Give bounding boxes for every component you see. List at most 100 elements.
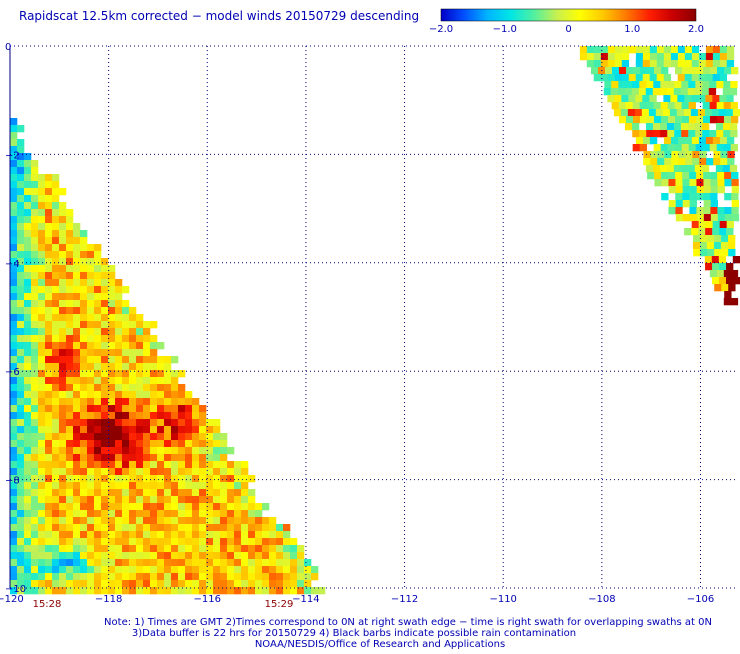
wind-diff-cell: [38, 517, 46, 525]
wind-diff-cell: [710, 214, 719, 222]
wind-diff-cell: [108, 391, 116, 399]
wind-diff-cell: [45, 433, 53, 441]
y-tick-label: −4: [5, 259, 20, 270]
wind-diff-cell: [689, 172, 697, 180]
wind-diff-cell: [670, 95, 678, 103]
wind-diff-cell: [185, 559, 193, 567]
wind-diff-cell: [164, 370, 172, 378]
wind-diff-cell: [248, 510, 256, 518]
wind-diff-cell: [213, 468, 221, 476]
wind-diff-cell: [59, 293, 67, 301]
wind-diff-cell: [80, 356, 88, 364]
wind-diff-cell: [206, 510, 214, 518]
wind-diff-cell: [185, 580, 193, 588]
wind-diff-cell: [262, 587, 270, 595]
wind-diff-cell: [683, 109, 692, 117]
wind-diff-cell: [661, 67, 669, 75]
wind-diff-cell: [94, 384, 102, 392]
wind-diff-cell: [241, 545, 249, 553]
wind-diff-cell: [115, 279, 123, 287]
wind-diff-cell: [122, 552, 130, 560]
wind-diff-cell: [283, 538, 291, 546]
wind-diff-cell: [227, 587, 235, 595]
wind-diff-cell: [10, 146, 18, 154]
wind-diff-cell: [87, 447, 95, 455]
wind-diff-cell: [80, 482, 88, 490]
wind-diff-cell: [10, 286, 18, 294]
wind-diff-cell: [713, 158, 721, 166]
wind-diff-cell: [703, 207, 711, 215]
wind-diff-cell: [73, 475, 81, 483]
wind-diff-cell: [52, 251, 60, 259]
wind-diff-cell: [115, 475, 123, 483]
wind-diff-cell: [115, 587, 123, 595]
wind-diff-cell: [31, 251, 39, 259]
wind-diff-cell: [129, 496, 137, 504]
note-line-2: 3)Data buffer is 22 hrs for 20150729 4) …: [132, 628, 576, 639]
wind-diff-cell: [705, 46, 714, 54]
wind-diff-cell: [625, 81, 633, 89]
wind-diff-cell: [94, 559, 102, 567]
wind-diff-cell: [45, 370, 53, 378]
wind-diff-cell: [52, 356, 60, 364]
wind-diff-cell: [10, 153, 18, 161]
wind-diff-cell: [45, 181, 53, 189]
wind-diff-cell: [87, 370, 95, 378]
wind-diff-cell: [94, 391, 102, 399]
wind-diff-cell: [87, 433, 95, 441]
wind-diff-cell: [674, 102, 682, 110]
wind-diff-cell: [101, 335, 109, 343]
wind-diff-cell: [94, 475, 102, 483]
wind-diff-cell: [24, 468, 32, 476]
wind-diff-cell: [24, 307, 32, 315]
wind-diff-cell: [52, 286, 60, 294]
wind-diff-cell: [38, 524, 46, 532]
wind-diff-cell: [17, 545, 25, 553]
wind-diff-cell: [31, 433, 39, 441]
wind-diff-cell: [150, 335, 158, 343]
wind-diff-cell: [31, 279, 39, 287]
wind-diff-cell: [17, 566, 25, 574]
wind-diff-cell: [73, 482, 81, 490]
wind-diff-cell: [73, 517, 81, 525]
wind-diff-cell: [94, 363, 102, 371]
wind-diff-cell: [695, 130, 703, 138]
wind-diff-cell: [171, 391, 179, 399]
wind-diff-cell: [241, 524, 249, 532]
wind-diff-cell: [66, 356, 74, 364]
wind-diff-cell: [143, 580, 151, 588]
wind-diff-cell: [101, 377, 109, 385]
wind-diff-cell: [108, 475, 116, 483]
wind-diff-cell: [698, 53, 707, 61]
wind-diff-cell: [192, 433, 200, 441]
wind-diff-cell: [24, 349, 32, 357]
wind-diff-cell: [701, 165, 710, 173]
wind-diff-cell: [206, 440, 214, 448]
wind-diff-cell: [661, 193, 669, 201]
wind-diff-cell: [171, 454, 179, 462]
wind-diff-cell: [38, 356, 46, 364]
wind-diff-cell: [94, 244, 102, 252]
grid-lines: [9, 45, 735, 589]
wind-diff-cell: [157, 552, 165, 560]
wind-diff-cell: [115, 321, 123, 329]
wind-diff-cell: [24, 503, 32, 511]
wind-diff-cell: [73, 356, 81, 364]
wind-diff-cell: [129, 370, 137, 378]
wind-diff-cell: [262, 538, 270, 546]
wind-diff-cell: [227, 531, 235, 539]
wind-diff-cell: [701, 88, 710, 96]
wind-diff-cell: [24, 524, 32, 532]
wind-diff-cell: [143, 349, 151, 357]
wind-diff-cell: [723, 130, 731, 138]
wind-diff-cell: [87, 440, 95, 448]
wind-diff-cell: [66, 573, 74, 581]
wind-diff-cell: [192, 517, 200, 525]
wind-diff-cell: [171, 587, 179, 595]
wind-diff-cell: [227, 538, 235, 546]
wind-diff-cell: [143, 412, 151, 420]
wind-diff-cell: [59, 216, 67, 224]
wind-diff-cell: [143, 475, 151, 483]
wind-diff-cell: [87, 279, 95, 287]
wind-diff-cell: [115, 426, 123, 434]
